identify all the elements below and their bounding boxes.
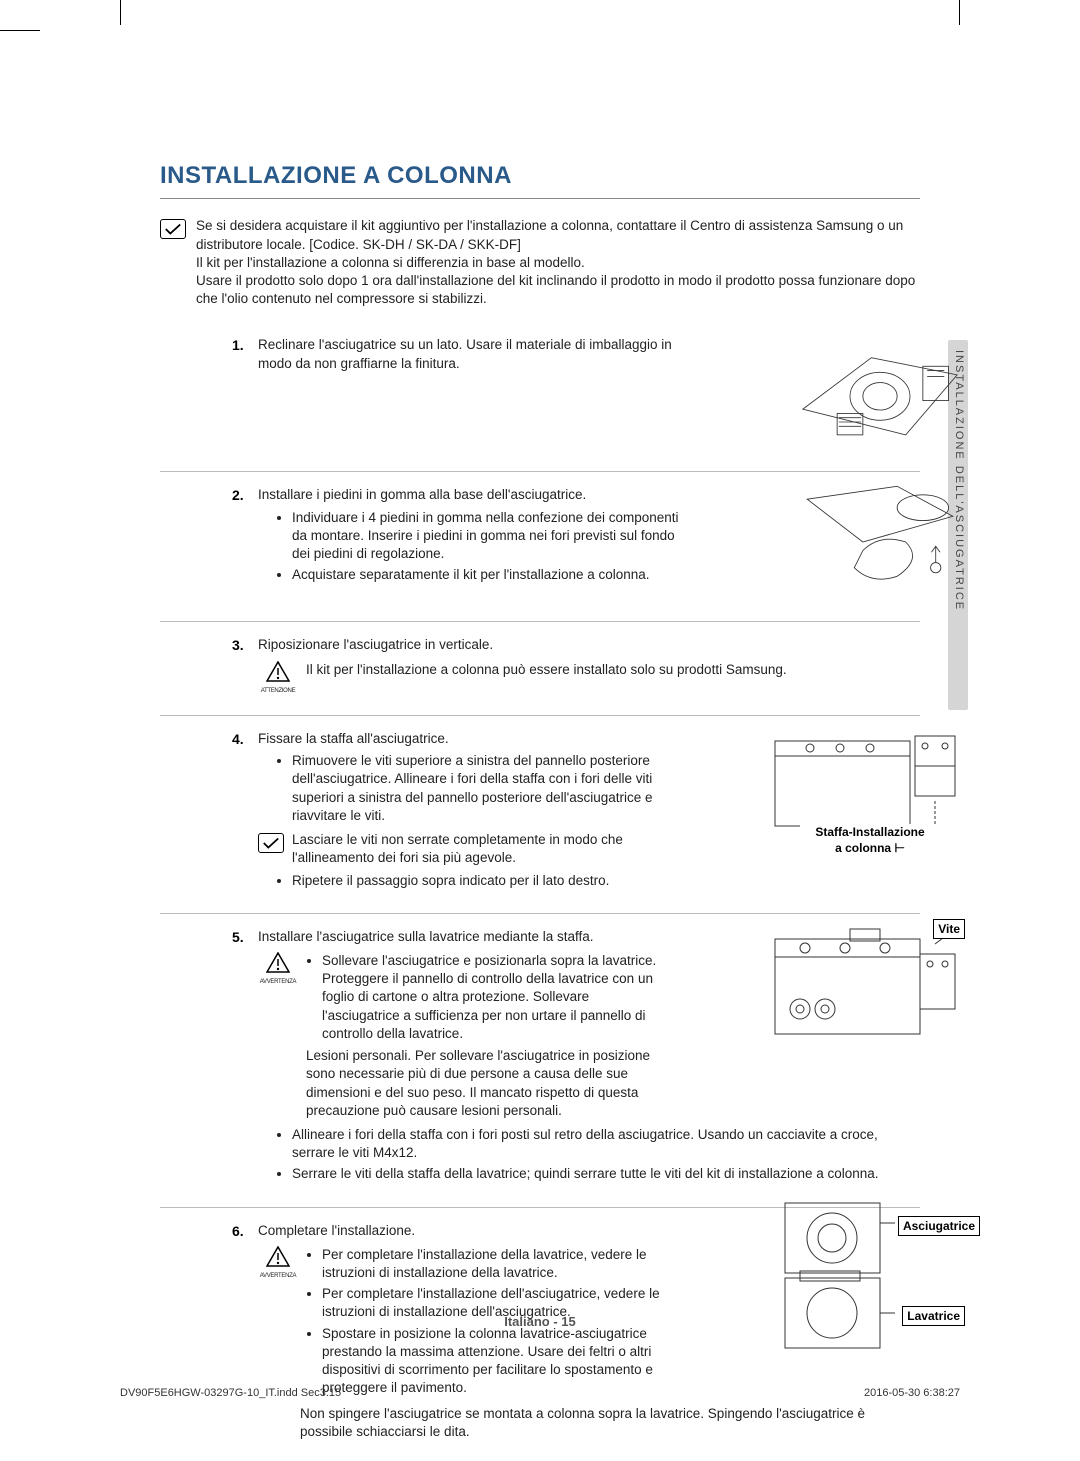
step-5-bullet-wide-1: Serrare le viti della staffa della lavat… [292, 1165, 920, 1183]
intro-text: Se si desidera acquistare il kit aggiunt… [196, 217, 920, 308]
step-4: 4. Fissare la staffa all'asciugatrice. R… [160, 716, 920, 914]
step-6-bullet-0: Per completare l'installazione della lav… [322, 1246, 660, 1282]
step-5-warn-bullet: Sollevare l'asciugatrice e posizionarla … [322, 952, 670, 1043]
step-6-body: Completare l'installazione. AVVERTENZA P… [230, 1222, 660, 1401]
step-1-num: 1. [232, 336, 244, 355]
step-5-figure: Vite [770, 919, 970, 1054]
note-icon [258, 833, 284, 853]
step-4-note: Lasciare le viti non serrate completamen… [292, 831, 680, 867]
warning-label: AVVERTENZA [258, 1272, 298, 1280]
step-6-tail: Non spingere l'asciugatrice se montata a… [230, 1405, 920, 1441]
step-4-num: 4. [232, 730, 244, 749]
step-2-bullet-1: Acquistare separatamente il kit per l'in… [292, 566, 680, 584]
step-6-figure: Asciugatrice Lavatrice [770, 1198, 970, 1363]
step-5-callout-vite: Vite [933, 919, 965, 939]
step-6-callout-top: Asciugatrice [898, 1216, 980, 1236]
step-2-figure [790, 482, 970, 607]
print-footer-right: 2016-05-30 6:38:27 [864, 1386, 960, 1401]
step-4-body: Fissare la staffa all'asciugatrice. Rimu… [230, 730, 680, 890]
step-4-figure: Staffa-Installazione a colonna ⊢ [770, 716, 970, 861]
step-2-num: 2. [232, 486, 244, 505]
step-6-num: 6. [232, 1222, 244, 1241]
step-3-num: 3. [232, 636, 244, 655]
step-6-lead: Completare l'installazione. [258, 1223, 415, 1238]
warning-icon [266, 1246, 290, 1267]
step-4-bullet-0: Rimuovere le viti superiore a sinistra d… [292, 752, 680, 825]
step-4-bullet-after-0: Ripetere il passaggio sopra indicato per… [292, 872, 680, 890]
intro-note: Se si desidera acquistare il kit aggiunt… [160, 217, 920, 308]
page-number: Italiano - 15 [0, 1313, 1080, 1331]
step-1-body: Reclinare l'asciugatrice su un lato. Usa… [230, 336, 680, 372]
caution-label: ATTENZIONE [258, 687, 298, 695]
step-1: 1. Reclinare l'asciugatrice su un lato. … [160, 322, 920, 472]
step-1-figure [790, 332, 970, 457]
step-5-num: 5. [232, 928, 244, 947]
note-icon [160, 219, 186, 239]
step-5-body: Installare l'asciugatrice sulla lavatric… [230, 928, 670, 1120]
step-3: 3. Riposizionare l'asciugatrice in verti… [160, 622, 920, 716]
step-5-bullet-wide-0: Allineare i fori della staffa con i fori… [292, 1126, 920, 1162]
caution-icon [266, 661, 290, 682]
step-3-lead: Riposizionare l'asciugatrice in vertical… [258, 637, 493, 652]
step-5-lead: Installare l'asciugatrice sulla lavatric… [258, 929, 594, 944]
step-2: 2. Installare i piedini in gomma alla ba… [160, 472, 920, 622]
step-2-body: Installare i piedini in gomma alla base … [230, 486, 680, 584]
step-2-bullet-0: Individuare i 4 piedini in gomma nella c… [292, 509, 680, 564]
step-3-caution: Il kit per l'installazione a colonna può… [306, 661, 787, 679]
section-title: INSTALLAZIONE A COLONNA [160, 160, 920, 199]
step-5: 5. Installare l'asciugatrice sulla lavat… [160, 914, 920, 1208]
page-content: INSTALLAZIONE A COLONNA Se si desidera a… [160, 160, 920, 1461]
step-1-lead: Reclinare l'asciugatrice su un lato. Usa… [258, 337, 672, 370]
warning-label: AVVERTENZA [258, 978, 298, 986]
step-6: 6. Completare l'installazione. AVVERTENZ… [160, 1208, 920, 1461]
step-4-callout-b: a colonna [835, 841, 891, 855]
step-5-warn-para: Lesioni personali. Per sollevare l'asciu… [306, 1047, 670, 1120]
step-4-callout-a: Staffa-Installazione [815, 825, 924, 839]
print-footer-left: DV90F5E6HGW-03297G-10_IT.indd Sec3:15 [120, 1386, 341, 1401]
warning-icon [266, 952, 290, 973]
print-footer: DV90F5E6HGW-03297G-10_IT.indd Sec3:15 20… [120, 1386, 960, 1401]
step-2-lead: Installare i piedini in gomma alla base … [258, 487, 586, 502]
step-3-body: Riposizionare l'asciugatrice in vertical… [230, 636, 920, 695]
step-4-lead: Fissare la staffa all'asciugatrice. [258, 731, 449, 746]
